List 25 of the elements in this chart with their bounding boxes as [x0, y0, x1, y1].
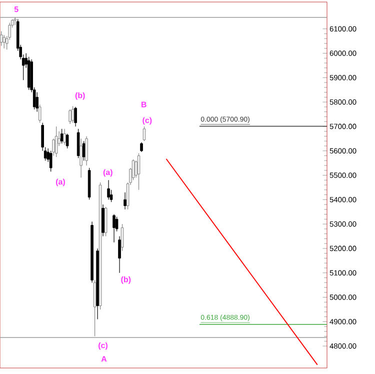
candlestick [49, 150, 52, 172]
candlestick [107, 180, 110, 200]
candlestick [82, 140, 86, 161]
candlestick [112, 214, 116, 243]
candlestick [120, 224, 124, 252]
candlestick [140, 142, 143, 152]
candlestick [137, 152, 140, 190]
candlestick [68, 109, 72, 124]
candlestick [2, 34, 6, 49]
candlestick [0, 30, 3, 46]
candlestick [118, 236, 121, 274]
candlestick [76, 128, 80, 158]
candlestick [60, 128, 64, 144]
candlestick [71, 106, 74, 124]
candlestick [142, 126, 146, 142]
candlestick [66, 133, 69, 149]
candlestick [36, 92, 38, 112]
candlestick [38, 104, 42, 124]
candlestick [124, 192, 126, 210]
candlestick [52, 138, 55, 156]
candlestick [63, 128, 66, 146]
candlestick [74, 106, 77, 127]
candlestick [80, 138, 82, 178]
candlestick [54, 126, 58, 158]
candlestick [85, 136, 88, 166]
